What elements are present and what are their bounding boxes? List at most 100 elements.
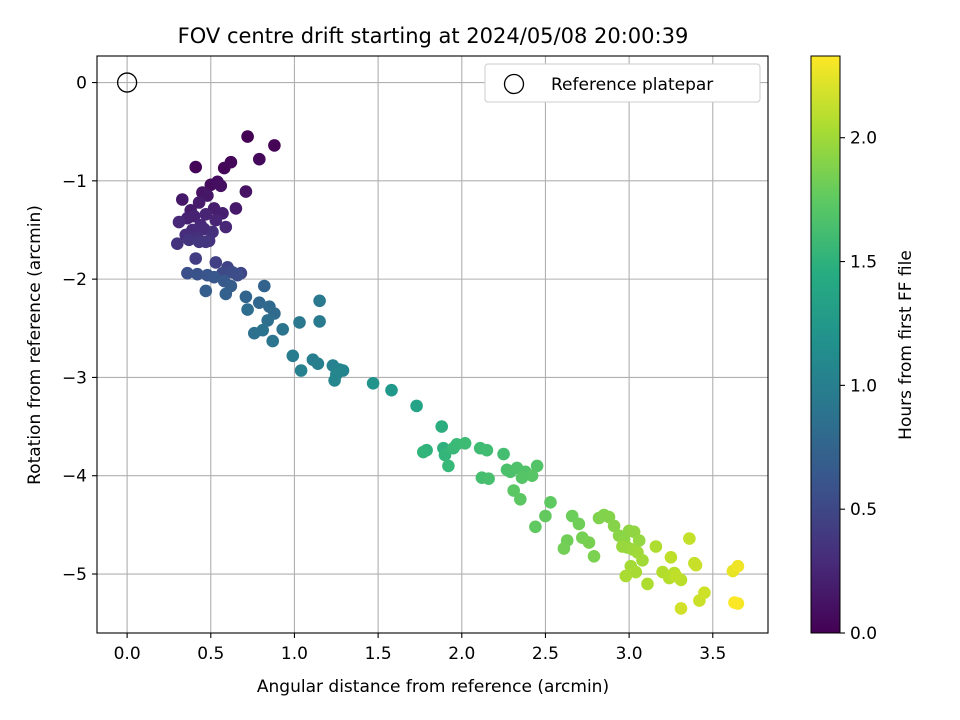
data-point [480,443,494,457]
data-point [669,569,683,583]
data-point [482,472,495,486]
y-tick-label: −3 [62,368,87,388]
data-point [636,554,649,567]
data-point [252,152,266,166]
data-point [182,233,196,247]
colorbar-label: Hours from first FF file [896,250,916,440]
data-point [557,542,571,555]
x-axis-ticks: 0.0 0.5 1.0 1.5 2.0 2.5 3.0 3.5 [114,633,726,664]
data-point [385,383,398,397]
y-tick-label: −1 [62,172,87,192]
data-point [664,551,678,564]
data-point [731,559,745,573]
y-axis-ticks: 0 −1 −2 −3 −4 −5 [62,74,97,585]
data-point [632,534,646,547]
data-point [417,445,430,459]
data-point [587,550,601,563]
data-point [293,316,306,329]
data-point [442,459,455,473]
data-point [674,602,688,615]
colorbar-tick-label: 1.5 [850,253,877,273]
data-point [276,323,290,336]
x-tick-label: 3.5 [699,644,726,664]
y-tick-label: −4 [62,467,87,487]
data-point [261,314,275,327]
data-point [219,220,233,234]
x-tick-label: 1.5 [365,644,392,664]
data-point [507,484,520,497]
data-point [256,323,270,337]
data-point [187,209,201,223]
legend-box [484,63,761,103]
data-point [616,540,629,553]
data-point [366,377,380,390]
x-axis-label: Angular distance from reference (arcmin) [257,677,609,697]
data-point [582,536,596,549]
data-point [641,577,654,591]
data-point [219,287,233,301]
data-point [728,596,741,609]
data-point [435,420,449,433]
data-point [191,267,204,281]
colorbar-tick-label: 2.0 [850,129,877,149]
data-point [514,493,527,506]
data-point [189,160,202,174]
data-point [539,509,552,523]
data-point [176,193,189,206]
reference-platepar-marker [116,72,138,93]
colorbar-tick-label: 1.0 [850,376,877,396]
legend-marker-icon [503,73,525,95]
data-point [544,496,557,509]
colorbar [810,55,841,634]
y-tick-label: −2 [62,270,87,290]
data-point [294,364,308,377]
plot-frame [96,55,769,634]
data-point [497,447,510,461]
chart-title: FOV centre drift starting at 2024/05/08 … [178,24,689,48]
data-point [530,459,544,473]
x-tick-label: 2.5 [532,644,559,664]
data-point [171,237,184,250]
data-point [313,315,326,328]
data-point [438,448,452,462]
data-point [252,296,266,310]
data-points [171,130,745,615]
x-tick-label: 0.0 [114,644,141,664]
data-point [683,532,696,545]
data-point [231,268,244,282]
y-tick-label: −5 [62,565,87,585]
x-tick-label: 3.0 [616,644,643,664]
legend-entry-label: Reference platepar [551,75,713,95]
data-point [207,270,221,284]
data-point [209,213,223,227]
data-point [192,196,206,209]
colorbar-tick-label: 0.0 [850,624,877,644]
data-point [629,565,643,579]
data-point [619,569,633,583]
x-tick-label: 2.0 [448,644,475,664]
data-point [649,540,663,553]
data-point [181,266,194,280]
data-point [607,519,621,533]
data-point [572,517,586,531]
data-point [311,357,325,371]
data-point [224,155,238,169]
data-point [172,215,186,229]
data-point [689,558,703,572]
x-tick-label: 0.5 [197,644,224,664]
data-point [199,284,213,298]
data-point [199,208,213,221]
colorbar-ticks: 0.0 0.5 1.0 1.5 2.0 [840,129,877,644]
data-point [239,290,253,304]
legend: Reference platepar [484,63,761,103]
y-tick-label: 0 [76,74,87,94]
data-point [209,256,223,269]
data-point [286,349,300,363]
data-point [328,374,341,387]
data-point [266,334,280,348]
data-point [229,202,243,215]
grid-lines [97,56,768,633]
data-point [410,399,423,413]
data-point [241,303,254,316]
